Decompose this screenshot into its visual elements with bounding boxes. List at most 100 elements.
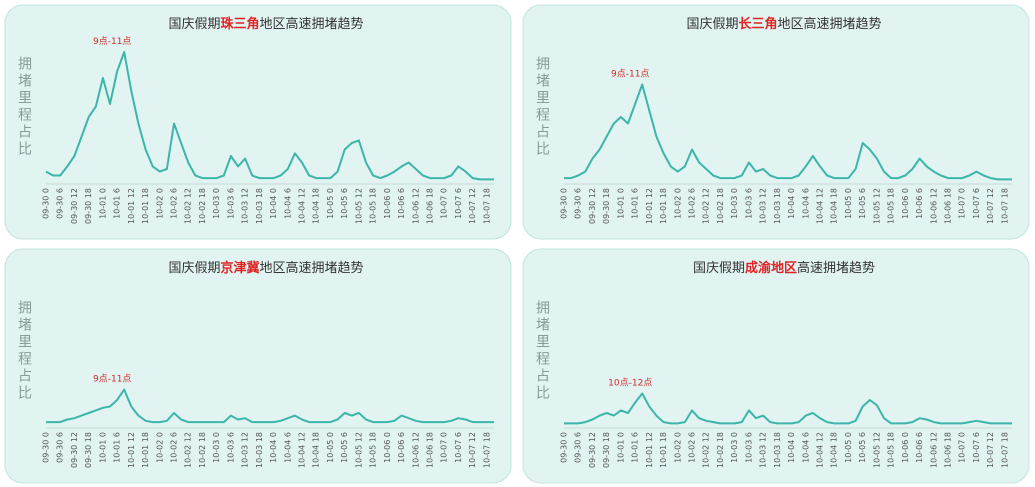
- x-tick-label: 10-03 6: [226, 432, 235, 463]
- x-tick-label: 10-04 12: [816, 432, 825, 468]
- x-tick-label: 10-01 18: [659, 432, 668, 468]
- x-tick-label: 09-30 0: [42, 432, 51, 463]
- title-part: 京津冀: [220, 260, 259, 276]
- title-part: 高速拥堵趋势: [797, 260, 875, 276]
- x-tick-label: 10-03 0: [730, 188, 739, 219]
- x-tick-label: 10-07 12: [468, 432, 477, 468]
- x-tick-label: 10-07 6: [454, 188, 463, 219]
- title-part: 地区高速拥堵趋势: [778, 16, 882, 32]
- chart-title: 国庆假期京津冀地区高速拥堵趋势: [168, 260, 363, 276]
- x-tick-label: 10-02 12: [702, 188, 711, 224]
- x-tick-label: 10-02 6: [688, 432, 697, 463]
- x-tick-label: 10-01 0: [98, 188, 107, 219]
- x-tick-label: 09-30 12: [70, 188, 79, 224]
- x-tick-label: 10-02 18: [716, 188, 725, 224]
- trend-line: [564, 392, 1012, 425]
- annotation: 9点-11点: [611, 69, 649, 80]
- x-tick-label: 10-01 6: [631, 188, 640, 219]
- chart-title: 国庆假期成渝地区高速拥堵趋势: [693, 260, 875, 276]
- x-tick-label: 10-04 0: [787, 188, 796, 219]
- x-tick-label: 10-05 6: [340, 432, 349, 463]
- x-tick-label: 10-07 0: [440, 432, 449, 463]
- x-tick-label: 10-06 0: [383, 432, 392, 463]
- x-tick-label: 09-30 0: [42, 188, 51, 219]
- x-tick-label: 10-03 18: [773, 432, 782, 468]
- x-tick-label: 10-02 0: [155, 188, 164, 219]
- x-tick-label: 10-07 12: [986, 432, 995, 468]
- x-tick-label: 10-03 0: [212, 432, 221, 463]
- x-tick-label: 10-03 12: [759, 432, 768, 468]
- x-tick-label: 10-04 18: [830, 188, 839, 224]
- x-tick-label: 10-04 6: [283, 432, 292, 463]
- x-tick-label: 10-07 0: [958, 432, 967, 463]
- x-tick-label: 10-06 6: [915, 432, 924, 463]
- x-tick-label: 10-07 0: [958, 188, 967, 219]
- x-tick-label: 10-07 6: [972, 188, 981, 219]
- x-tick-label: 10-07 12: [986, 188, 995, 224]
- x-tick-label: 10-01 6: [113, 432, 122, 463]
- x-tick-label: 09-30 18: [602, 188, 611, 224]
- y-axis-label: 拥堵里程占比: [534, 56, 550, 158]
- x-tick-label: 09-30 6: [574, 432, 583, 463]
- x-tick-label: 10-05 18: [369, 188, 378, 224]
- x-tick-label: 09-30 18: [602, 432, 611, 468]
- x-tick-label: 10-06 18: [944, 188, 953, 224]
- x-tick-label: 10-06 0: [383, 188, 392, 219]
- x-tick-label: 10-02 18: [716, 432, 725, 468]
- x-tick-label: 10-05 12: [872, 188, 881, 224]
- title-part: 长三角: [738, 16, 777, 32]
- x-tick-label: 10-02 18: [198, 432, 207, 468]
- x-tick-label: 10-07 18: [1000, 188, 1009, 224]
- x-tick-label: 10-01 12: [127, 432, 136, 468]
- trend-line: [46, 388, 494, 424]
- x-tick-label: 10-03 6: [226, 188, 235, 219]
- x-tick-label: 10-06 18: [426, 188, 435, 224]
- x-tick-label: 10-02 6: [170, 432, 179, 463]
- x-tick-label: 10-07 6: [972, 432, 981, 463]
- x-tick-label: 10-07 18: [1000, 432, 1009, 468]
- chart-title: 国庆假期珠三角地区高速拥堵趋势: [168, 16, 363, 32]
- x-tick-label: 10-04 0: [787, 432, 796, 463]
- x-tick-label: 10-02 0: [673, 432, 682, 463]
- x-tick-label: 10-04 18: [312, 432, 321, 468]
- x-tick-label: 10-02 6: [170, 188, 179, 219]
- x-tick-label: 10-03 18: [773, 188, 782, 224]
- x-tick-label: 10-06 18: [944, 432, 953, 468]
- x-tick-label: 10-01 0: [98, 432, 107, 463]
- x-tick-label: 10-01 6: [113, 188, 122, 219]
- x-tick-label: 10-07 18: [482, 432, 491, 468]
- x-tick-label: 10-03 12: [759, 188, 768, 224]
- x-tick-label: 10-04 6: [283, 188, 292, 219]
- x-tick-label: 10-05 0: [326, 188, 335, 219]
- x-tick-label: 10-05 0: [326, 432, 335, 463]
- x-tick-label: 10-06 18: [426, 432, 435, 468]
- x-tick-label: 10-02 0: [155, 432, 164, 463]
- x-tick-label: 10-05 0: [844, 188, 853, 219]
- x-tick-label: 10-04 12: [298, 432, 307, 468]
- x-tick-label: 10-07 18: [482, 188, 491, 224]
- x-tick-label: 10-06 6: [915, 188, 924, 219]
- x-tick-label: 10-05 12: [354, 432, 363, 468]
- x-tick-label: 10-06 12: [411, 188, 420, 224]
- x-tick-label: 09-30 0: [560, 432, 569, 463]
- title-part: 国庆假期: [693, 261, 745, 276]
- x-tick-label: 10-06 0: [901, 188, 910, 219]
- x-tick-label: 09-30 6: [56, 432, 65, 463]
- title-part: 珠三角: [220, 16, 259, 32]
- x-tick-label: 09-30 12: [588, 432, 597, 468]
- title-part: 国庆假期: [168, 261, 220, 276]
- x-tick-label: 10-03 12: [241, 432, 250, 468]
- x-tick-label: 09-30 18: [84, 188, 93, 224]
- x-tick-label: 10-06 12: [411, 432, 420, 468]
- x-tick-label: 10-05 12: [872, 432, 881, 468]
- x-tick-label: 10-01 18: [659, 188, 668, 224]
- title-part: 国庆假期: [168, 17, 220, 32]
- x-tick-label: 09-30 0: [560, 188, 569, 219]
- x-tick-label: 10-01 18: [141, 188, 150, 224]
- x-tick-label: 10-05 18: [369, 432, 378, 468]
- x-tick-label: 10-02 12: [184, 188, 193, 224]
